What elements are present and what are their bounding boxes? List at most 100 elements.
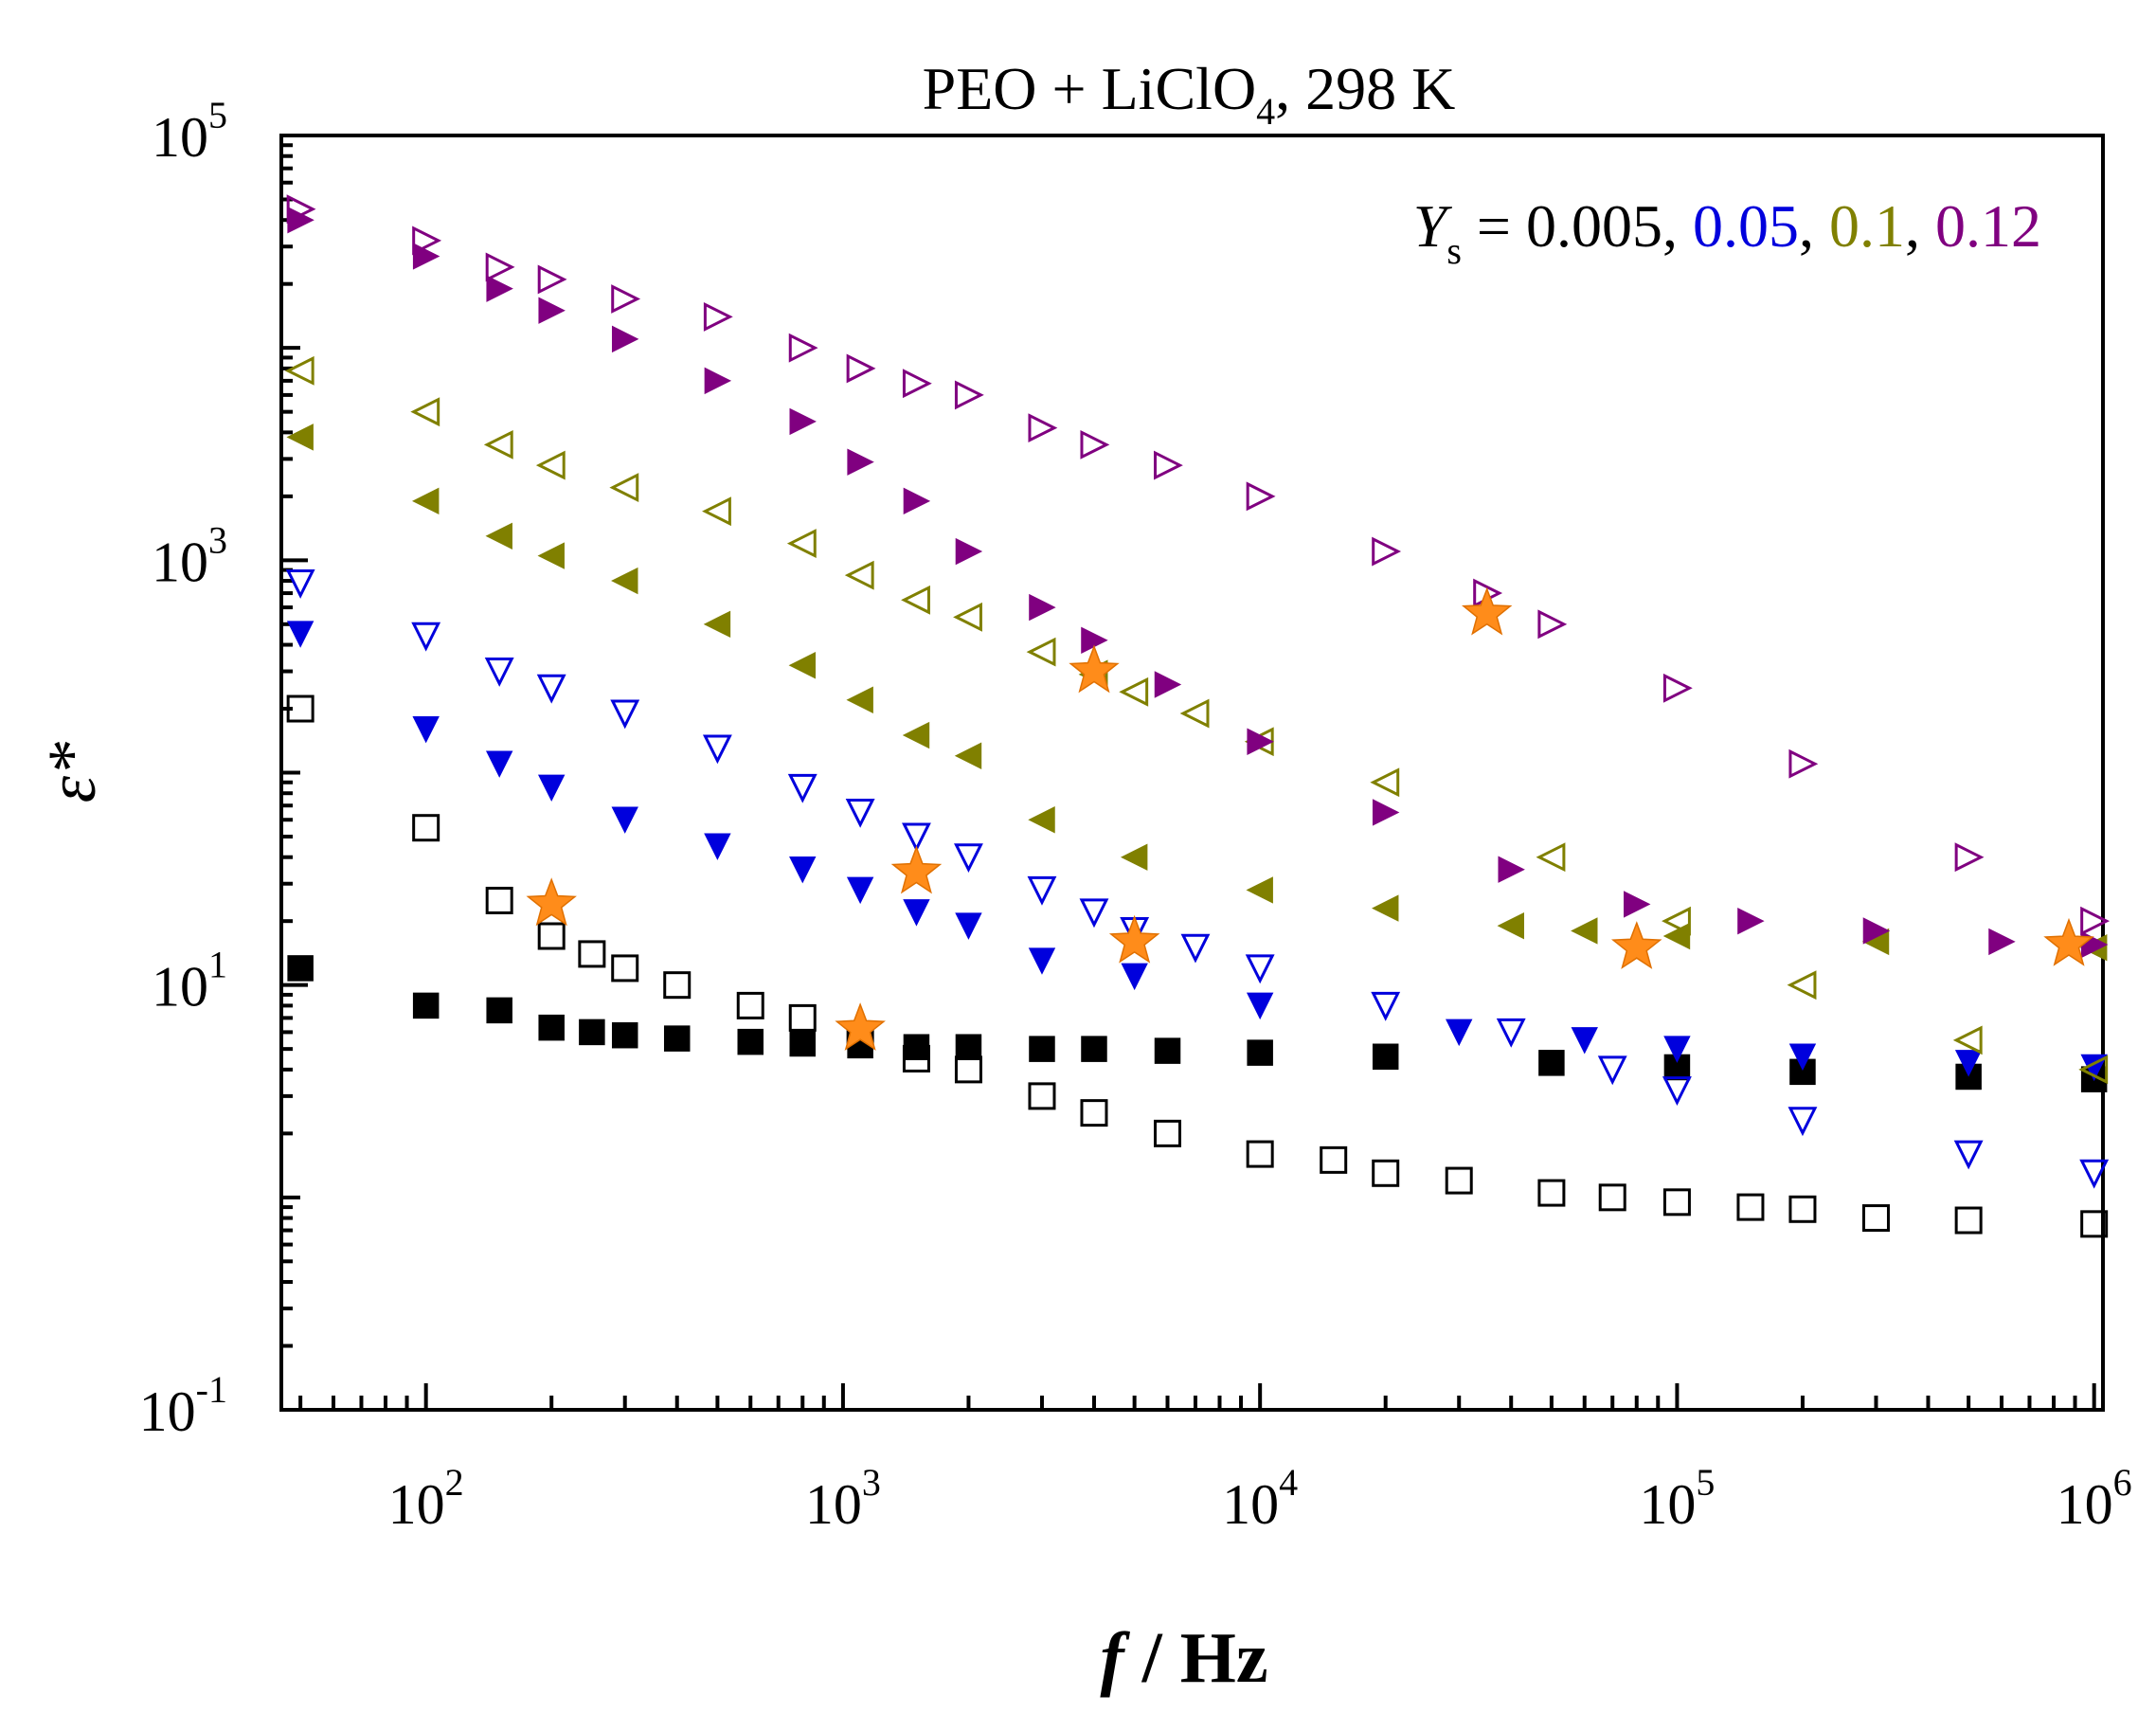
- series-7-point-18: [1788, 748, 1819, 779]
- series-0-point-1: [412, 992, 440, 1019]
- series-2-point-1: [412, 715, 440, 744]
- highlight-star-3: [1069, 644, 1120, 694]
- series-3-point-16: [1496, 1018, 1526, 1048]
- x-tick-label: 103: [805, 1461, 881, 1536]
- series-6-point-13: [1247, 728, 1274, 755]
- series-7-point-17: [1662, 673, 1693, 703]
- series-7-point-0: [286, 194, 316, 225]
- y-axis-label: ε*: [34, 742, 110, 802]
- series-7-point-5: [703, 301, 733, 332]
- series-5-point-5: [702, 496, 731, 527]
- series-3-point-2: [484, 658, 514, 687]
- series-7-point-19: [1954, 842, 1985, 873]
- series-1-point-5: [611, 954, 639, 983]
- chart-title: PEO + LiClO4, 298 K: [923, 55, 1456, 133]
- series-0-point-17: [1538, 1050, 1565, 1076]
- series-2-point-16: [1788, 1043, 1817, 1071]
- series-7-point-2: [485, 252, 515, 282]
- series-4-point-9: [954, 742, 982, 769]
- series-3-point-0: [285, 569, 315, 599]
- series-1-point-25: [1954, 1206, 1983, 1235]
- series-0-point-5: [611, 1021, 638, 1049]
- series-7-point-3: [537, 264, 567, 295]
- series-5-point-1: [410, 397, 440, 427]
- series-3-point-7: [845, 798, 875, 828]
- legend-entry-3: 0.12: [1935, 192, 2041, 260]
- y-tick-label: 10-1: [139, 1368, 227, 1443]
- legend-symbol-sub: s: [1446, 229, 1462, 272]
- highlight-star-4: [1108, 914, 1160, 964]
- series-7-point-9: [954, 380, 984, 410]
- series-5-point-2: [483, 429, 513, 460]
- series-5-point-0: [284, 355, 314, 386]
- series-1-point-6: [663, 971, 692, 1000]
- series-5-point-3: [535, 450, 566, 480]
- series-2-point-17: [1954, 1050, 1983, 1077]
- series-6-point-14: [1372, 799, 1400, 826]
- series-2-point-3: [537, 774, 566, 802]
- series-6-point-16: [1624, 891, 1651, 918]
- series-3-point-11: [1079, 898, 1109, 929]
- series-0-point-6: [663, 1025, 691, 1052]
- series-5-point-16: [1536, 842, 1566, 873]
- legend: Ys = 0.005, 0.05, 0.1, 0.12: [1413, 192, 2041, 272]
- series-5-point-13: [1179, 698, 1210, 729]
- series-7-point-11: [1080, 429, 1110, 460]
- series-4-point-5: [703, 610, 731, 639]
- series-3-point-13: [1180, 933, 1211, 964]
- series-2-point-10: [1028, 947, 1056, 975]
- series-5-point-10: [1026, 637, 1056, 667]
- series-0-point-0: [287, 955, 314, 982]
- series-2-point-13: [1446, 1019, 1473, 1047]
- series-2-point-11: [1121, 963, 1148, 991]
- series-1-point-18: [1445, 1166, 1473, 1195]
- series-7-point-20: [2080, 906, 2111, 936]
- series-2-point-6: [789, 856, 817, 884]
- series-1-point-20: [1598, 1183, 1626, 1212]
- series-4-point-0: [286, 424, 314, 451]
- series-1-point-22: [1736, 1193, 1765, 1221]
- series-0-point-16: [1372, 1043, 1399, 1071]
- series-0-point-7: [737, 1028, 764, 1055]
- series-1-point-2: [485, 886, 513, 914]
- y-tick-label: 103: [152, 518, 227, 593]
- series-6-point-8: [903, 487, 931, 515]
- series-5-point-7: [844, 560, 874, 590]
- series-1-point-0: [286, 694, 314, 723]
- series-1-point-1: [412, 814, 440, 842]
- series-3-point-9: [954, 843, 983, 874]
- series-0-point-2: [486, 997, 512, 1024]
- series-3-point-14: [1245, 954, 1275, 984]
- series-6-point-10: [1029, 593, 1056, 622]
- series-2-point-9: [955, 912, 982, 940]
- series-6-point-7: [847, 448, 874, 476]
- series-6-point-15: [1498, 856, 1525, 883]
- series-5-point-4: [609, 473, 639, 503]
- series-0-point-14: [1154, 1037, 1181, 1064]
- series-0-point-11: [955, 1034, 982, 1060]
- series-1-point-24: [1861, 1204, 1890, 1233]
- series-1-point-13: [1080, 1099, 1108, 1127]
- x-tick-label: 106: [2057, 1461, 2132, 1536]
- series-5-point-12: [1119, 676, 1149, 707]
- y-tick-label: 105: [152, 94, 227, 169]
- series-4-point-2: [485, 522, 512, 550]
- series-5-point-9: [953, 602, 982, 632]
- series-6-point-19: [1988, 928, 2016, 956]
- series-4-point-1: [411, 487, 440, 515]
- series-1-point-19: [1537, 1179, 1566, 1207]
- highlight-star-7: [2043, 917, 2094, 966]
- series-3-point-18: [1662, 1076, 1692, 1106]
- series-1-point-12: [1028, 1082, 1056, 1110]
- series-5-point-20: [2078, 1055, 2109, 1085]
- highlight-star-1: [835, 1002, 886, 1051]
- series-1-point-8: [788, 1003, 817, 1032]
- series-6-point-17: [1737, 907, 1765, 935]
- data-markers: [284, 194, 2111, 1238]
- x-tick-label: 102: [388, 1461, 464, 1536]
- series-0-point-12: [1029, 1036, 1055, 1062]
- series-0-point-3: [538, 1014, 565, 1041]
- series-6-point-9: [955, 537, 983, 566]
- highlight-star-0: [526, 877, 577, 927]
- series-1-point-21: [1662, 1188, 1691, 1217]
